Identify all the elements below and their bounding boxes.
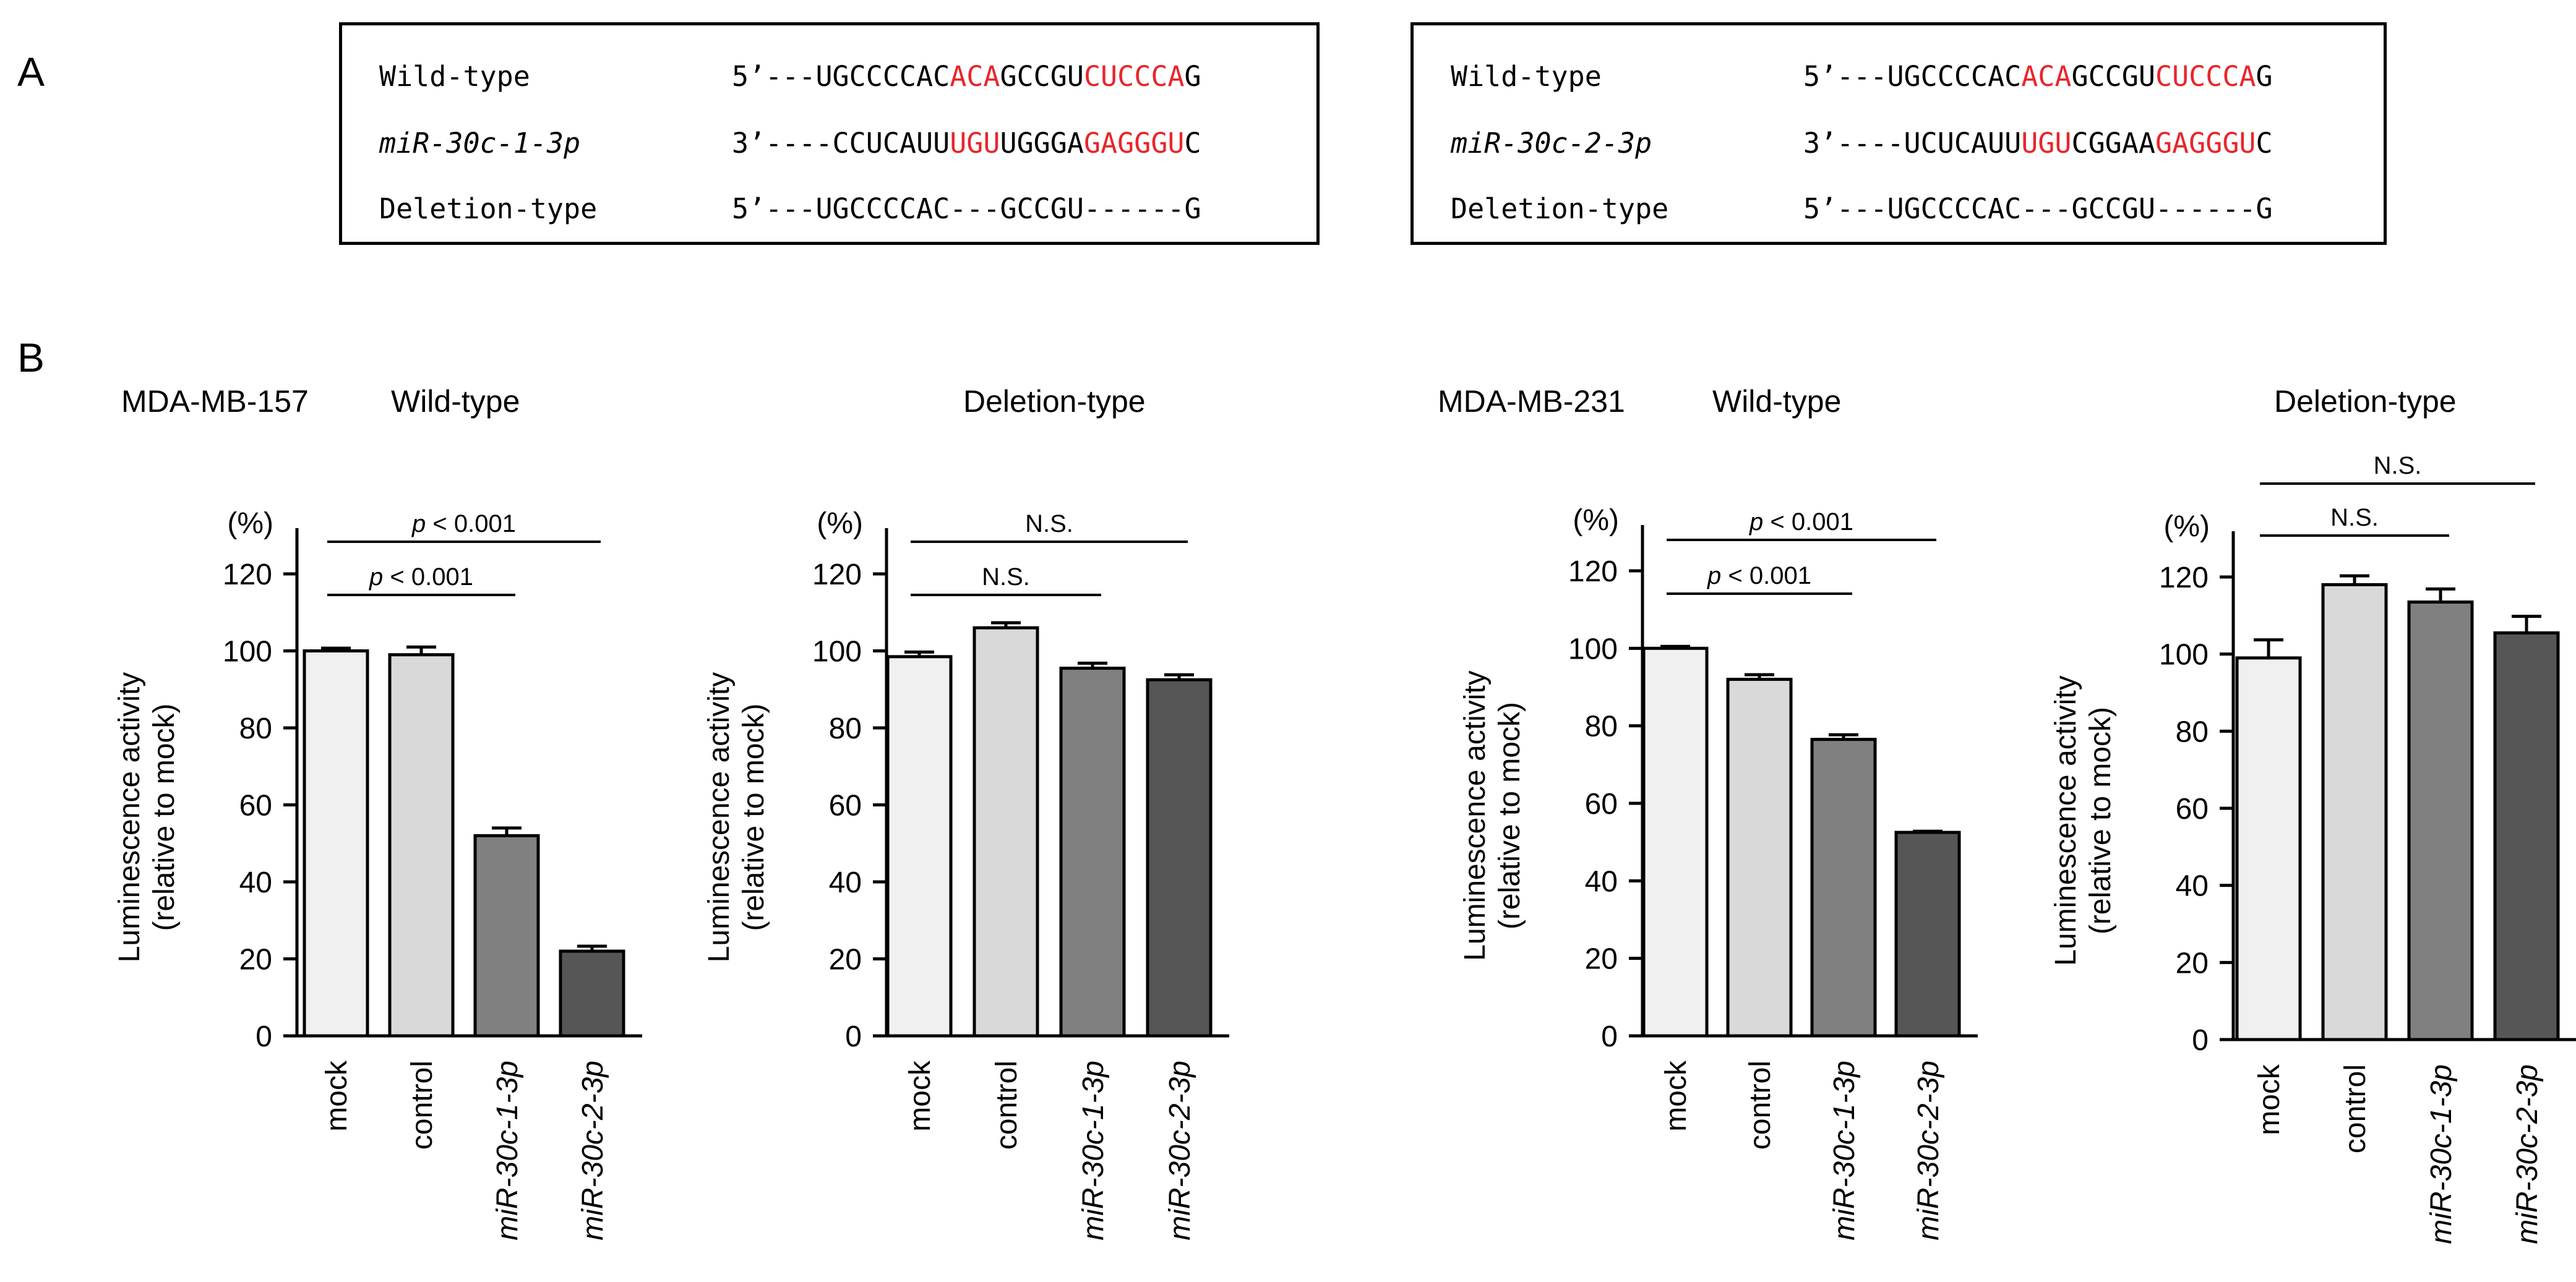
category-label: mock	[1660, 1060, 1693, 1132]
p-value-label: p < 0.001	[411, 510, 516, 537]
category-label: control	[2339, 1064, 2372, 1153]
category-label: control	[1744, 1061, 1777, 1150]
category-label: miR-30c-2-3p	[1912, 1061, 1945, 1241]
y-tick-label: 0	[2192, 1024, 2209, 1057]
y-unit-label: (%)	[817, 507, 863, 540]
category-label: mock	[904, 1060, 937, 1132]
bar	[2495, 633, 2558, 1040]
y-tick-label: 120	[223, 558, 272, 591]
y-tick-label: 60	[239, 790, 272, 823]
category-label: miR-30c-1-3p	[1077, 1061, 1110, 1241]
y-tick-label: 40	[1585, 865, 1618, 898]
bar	[2323, 584, 2386, 1040]
category-label: mock	[320, 1060, 353, 1132]
bar	[1061, 669, 1124, 1036]
y-axis-title: (relative to mock)	[1493, 702, 1526, 929]
category-label: miR-30c-2-3p	[1164, 1061, 1196, 1241]
y-tick-label: 100	[1568, 633, 1618, 665]
category-label: miR-30c-1-3p	[491, 1061, 524, 1241]
bar	[560, 951, 624, 1036]
y-tick-label: 20	[2176, 947, 2209, 980]
y-tick-label: 100	[2159, 639, 2209, 672]
category-label: miR-30c-2-3p	[2511, 1064, 2544, 1244]
y-axis-title: (relative to mock)	[737, 703, 770, 931]
category-label: miR-30c-2-3p	[577, 1061, 609, 1241]
bar-charts: 020406080100120(%)Luminescence activity(…	[0, 0, 2576, 1282]
y-tick-label: 100	[812, 636, 862, 669]
y-axis-title: (relative to mock)	[2084, 707, 2117, 934]
y-tick-label: 120	[812, 558, 862, 591]
y-tick-label: 60	[2176, 793, 2209, 826]
y-tick-label: 20	[239, 944, 272, 976]
category-label: miR-30c-1-3p	[2425, 1064, 2458, 1244]
bar	[1896, 832, 1959, 1036]
bar	[390, 655, 453, 1036]
bar	[1728, 679, 1791, 1036]
bar	[888, 657, 951, 1036]
y-tick-label: 100	[223, 636, 272, 669]
p-value-label: p < 0.001	[1749, 508, 1853, 536]
y-axis-title: Luminescence activity	[1459, 670, 1492, 961]
y-tick-label: 40	[2176, 870, 2209, 903]
y-tick-label: 60	[1585, 788, 1618, 821]
y-tick-label: 80	[2176, 716, 2209, 748]
y-tick-label: 20	[829, 944, 862, 976]
bar	[304, 651, 367, 1036]
y-unit-label: (%)	[2163, 510, 2210, 543]
y-tick-label: 80	[1585, 711, 1618, 743]
bar	[1812, 740, 1875, 1036]
y-axis-title: Luminescence activity	[2050, 675, 2082, 966]
y-tick-label: 40	[239, 866, 272, 899]
ns-label: N.S.	[1025, 510, 1073, 537]
bar	[2409, 602, 2472, 1040]
category-label: mock	[2253, 1064, 2286, 1135]
y-tick-label: 0	[845, 1020, 862, 1053]
bar	[475, 835, 538, 1036]
ns-label: N.S.	[982, 563, 1030, 591]
bar	[1148, 680, 1211, 1036]
y-tick-label: 60	[829, 790, 862, 823]
p-value-label: p < 0.001	[369, 563, 473, 591]
bar	[2237, 658, 2300, 1040]
y-tick-label: 120	[1568, 555, 1618, 588]
y-axis-title: Luminescence activity	[113, 672, 146, 963]
y-tick-label: 80	[239, 712, 272, 745]
y-tick-label: 80	[829, 712, 862, 745]
ns-label: N.S.	[2374, 452, 2422, 479]
y-tick-label: 40	[829, 866, 862, 899]
bar	[1644, 648, 1707, 1036]
p-value-label: p < 0.001	[1707, 562, 1811, 589]
bar	[974, 628, 1037, 1036]
y-axis-title: (relative to mock)	[148, 703, 181, 931]
category-label: control	[406, 1061, 439, 1150]
y-unit-label: (%)	[227, 507, 273, 540]
y-tick-label: 20	[1585, 943, 1618, 976]
y-tick-label: 0	[1601, 1020, 1618, 1053]
category-label: control	[990, 1061, 1023, 1150]
y-tick-label: 0	[255, 1020, 272, 1053]
ns-label: N.S.	[2330, 504, 2379, 531]
y-unit-label: (%)	[1573, 504, 1619, 537]
y-axis-title: Luminescence activity	[703, 672, 736, 963]
category-label: miR-30c-1-3p	[1828, 1061, 1861, 1241]
y-tick-label: 120	[2159, 562, 2209, 594]
